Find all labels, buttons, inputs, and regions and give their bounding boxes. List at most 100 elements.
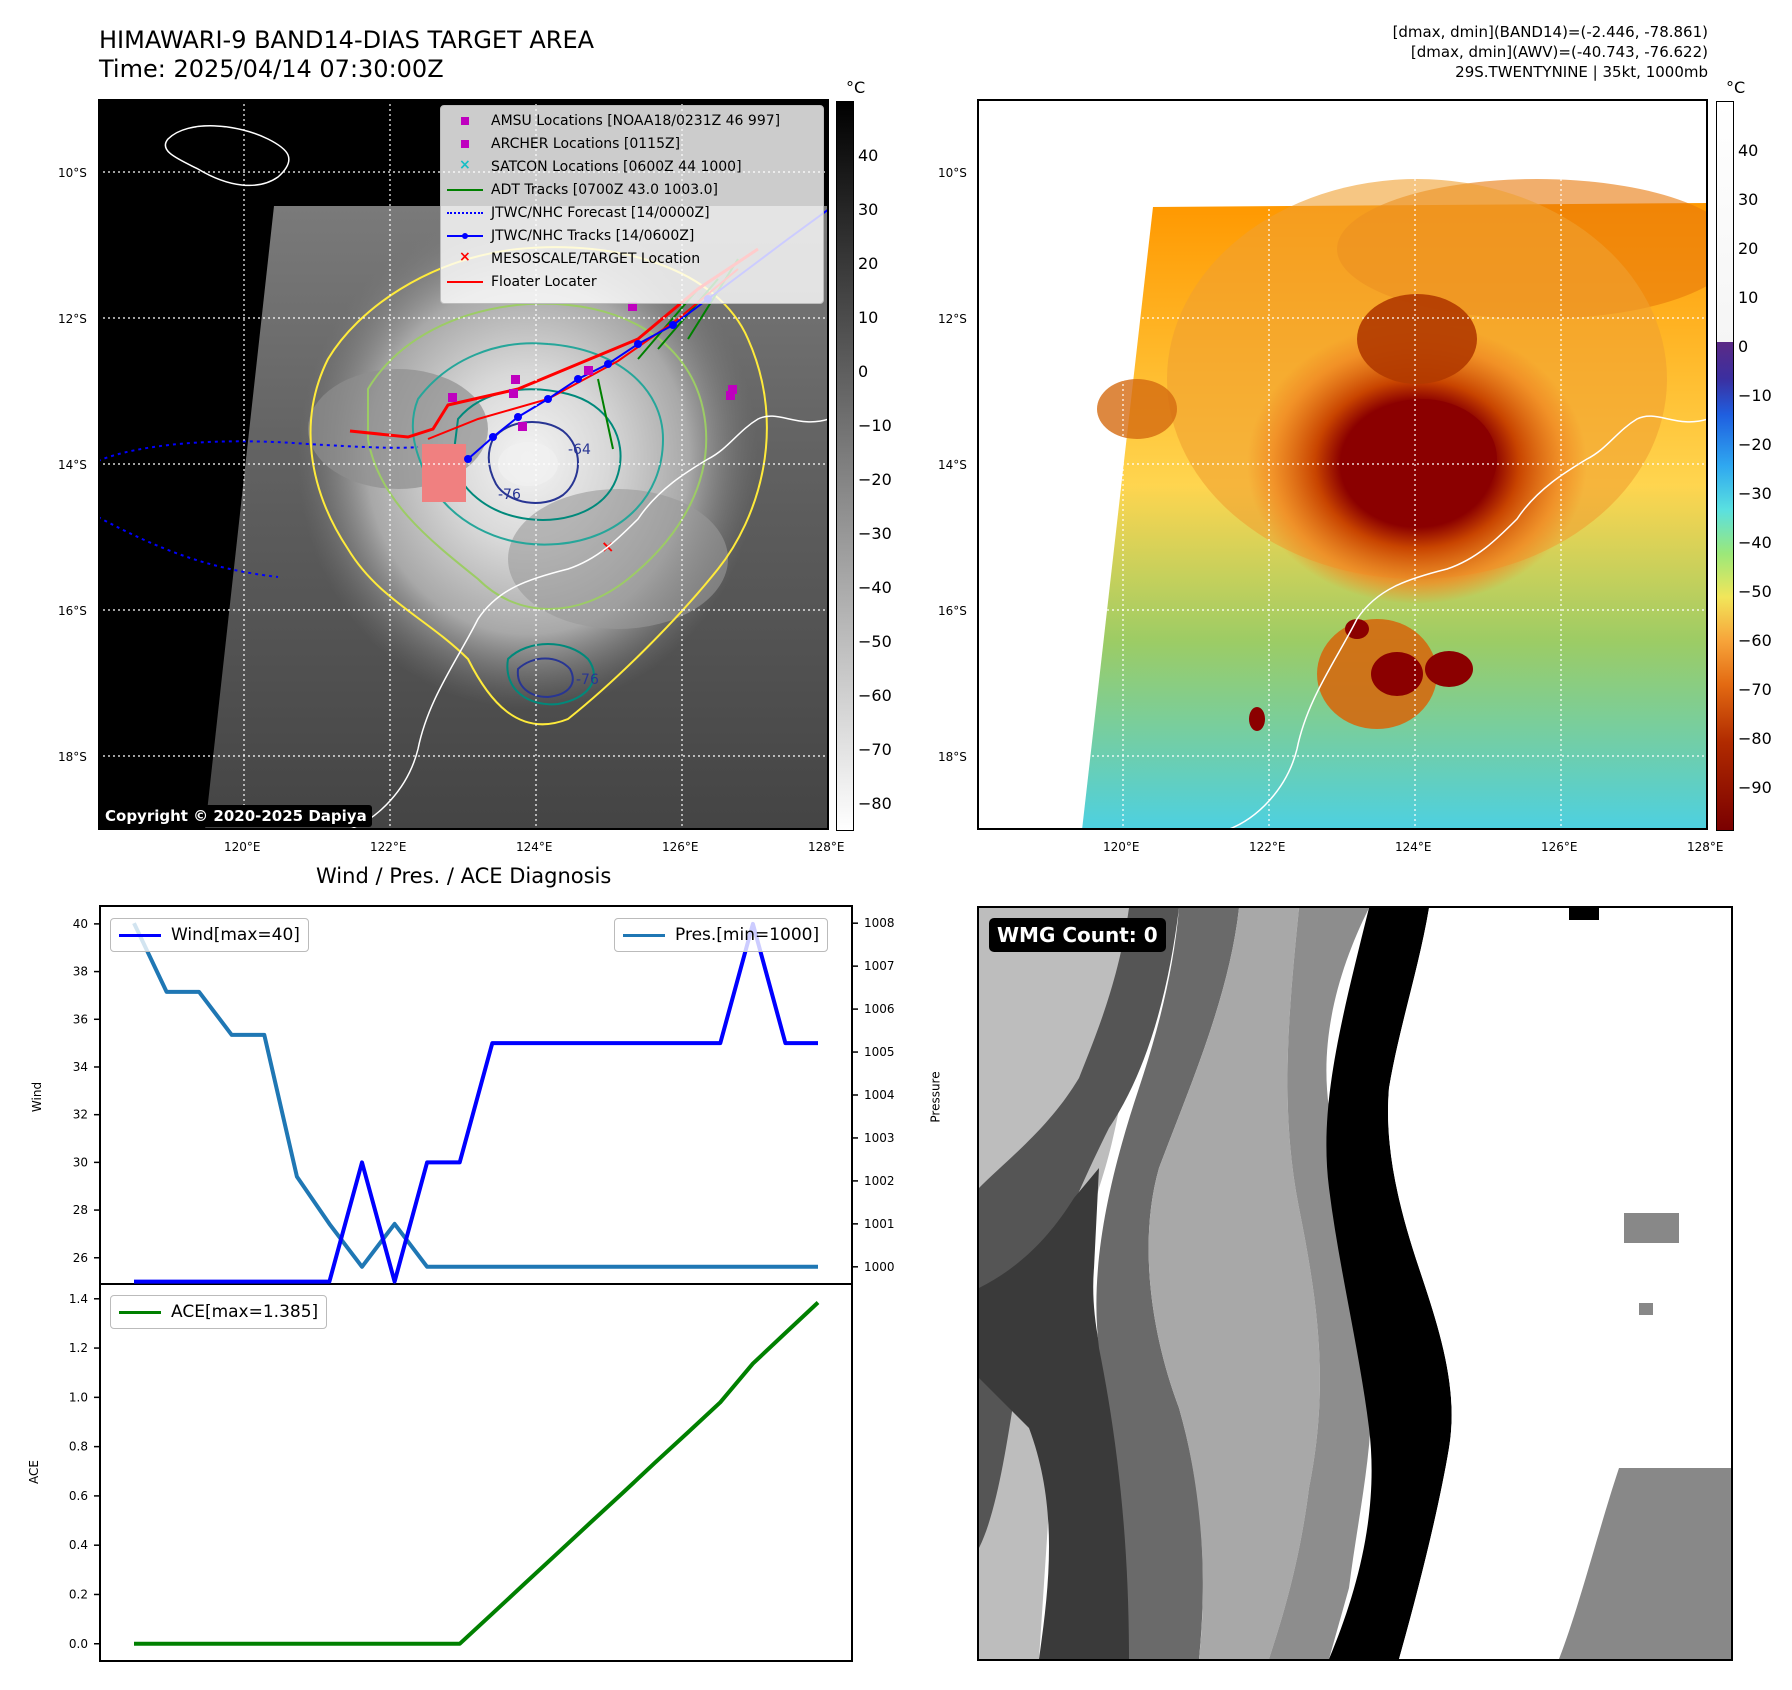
legend-forecast: JTWC/NHC Forecast [14/0000Z]	[441, 201, 823, 224]
lat-label: 18°S	[58, 750, 87, 764]
ace-tick-label: 0.2	[69, 1587, 88, 1601]
wind-pressure-frame	[99, 905, 853, 1285]
lat-label: 14°S	[938, 458, 967, 472]
pressure-tick-label: 1006	[864, 1002, 895, 1016]
lon-label: 126°E	[662, 840, 699, 854]
colorbar-grayscale	[836, 101, 854, 831]
ace-axis-label: ACE	[26, 1460, 41, 1484]
ace-tick-label: 0.8	[69, 1440, 88, 1454]
diagnosis-title: Wind / Pres. / ACE Diagnosis	[316, 864, 612, 888]
line-icon	[119, 1310, 161, 1314]
line-icon	[119, 933, 161, 937]
legend-satcon: × SATCON Locations [0600Z 44 1000]	[441, 155, 823, 178]
lon-label: 124°E	[516, 840, 553, 854]
line-icon	[447, 275, 483, 289]
info-awv: [dmax, dmin](AWV)=(-40.743, -76.622)	[1410, 43, 1708, 61]
info-band14: [dmax, dmin](BAND14)=(-2.446, -78.861)	[1392, 23, 1708, 41]
pressure-tick-label: 1001	[864, 1217, 895, 1231]
lat-label: 10°S	[58, 166, 87, 180]
wind-tick-label: 30	[73, 1155, 88, 1169]
pressure-tick-label: 1008	[864, 916, 895, 930]
pressure-tick-label: 1000	[864, 1260, 895, 1274]
lon-label: 120°E	[1103, 840, 1140, 854]
wmg-image	[979, 908, 1731, 1659]
lat-label: 18°S	[938, 750, 967, 764]
wind-tick-label: 36	[73, 1012, 88, 1026]
pressure-series-line	[132, 922, 818, 1269]
square-icon	[447, 114, 483, 128]
pressure-tick-label: 1007	[864, 959, 895, 973]
line-dot-icon	[447, 229, 483, 243]
pressure-tick-label: 1004	[864, 1088, 895, 1102]
wind-tick-label: 28	[73, 1203, 88, 1217]
wmg-cold-band	[1326, 908, 1452, 1659]
wind-tick-label: 38	[73, 965, 88, 979]
lon-label: 124°E	[1395, 840, 1432, 854]
colorbar-awv	[1716, 101, 1734, 831]
lat-label: 12°S	[938, 312, 967, 326]
wind-tick-label: 40	[73, 917, 88, 931]
copyright-badge: Copyright © 2020-2025 Dapiya	[100, 805, 372, 827]
square-icon	[447, 137, 483, 151]
lon-label: 122°E	[1249, 840, 1286, 854]
floater-box	[422, 444, 466, 502]
wind-tick-label: 26	[73, 1251, 88, 1265]
pressure-tick-label: 1002	[864, 1174, 895, 1188]
figure-title: HIMAWARI-9 BAND14-DIAS TARGET AREA Time:…	[99, 26, 594, 84]
pressure-tick-label: 1003	[864, 1131, 895, 1145]
ace-series-line	[134, 1301, 820, 1646]
wind-legend: Wind[max=40]	[110, 918, 309, 952]
coastline	[164, 125, 290, 187]
ace-tick-label: 1.4	[69, 1292, 88, 1306]
awv-map-panel	[977, 99, 1708, 830]
amsu-locations	[448, 302, 737, 431]
legend-archer: ARCHER Locations [0115Z]	[441, 132, 823, 155]
lat-label: 12°S	[58, 312, 87, 326]
pressure-tick-label: 1005	[864, 1045, 895, 1059]
wind-tick-label: 34	[73, 1060, 88, 1074]
ace-tick-label: 0.6	[69, 1489, 88, 1503]
lon-label: 128°E	[808, 840, 845, 854]
lat-label: 14°S	[58, 458, 87, 472]
wind-axis-label: Wind	[30, 1081, 45, 1113]
dotted-line-icon	[447, 206, 483, 220]
contour-label-1: -76	[498, 487, 521, 503]
ace-tick-label: 1.2	[69, 1341, 88, 1355]
wind-tick-label: 32	[73, 1108, 88, 1122]
ace-tick-label: 0.0	[69, 1637, 88, 1651]
line-icon	[447, 183, 483, 197]
ace-frame	[99, 1283, 853, 1662]
lon-label: 128°E	[1687, 840, 1724, 854]
awv-map	[977, 99, 1708, 830]
cross-icon: ×	[459, 156, 471, 173]
wind-series-line	[134, 921, 818, 1284]
pressure-legend: Pres.[min=1000]	[614, 918, 829, 952]
legend-jtwc-tracks: JTWC/NHC Tracks [14/0600Z]	[441, 224, 823, 247]
legend-target: × MESOSCALE/TARGET Location	[441, 247, 823, 270]
contour-label-2: -64	[568, 442, 591, 458]
wmg-count-badge: WMG Count: 0	[989, 918, 1166, 952]
lon-label: 122°E	[370, 840, 407, 854]
storm-info: [dmax, dmin](BAND14)=(-2.446, -78.861) […	[1393, 22, 1708, 82]
legend-floater: Floater Locater	[441, 270, 823, 293]
lon-label: 126°E	[1541, 840, 1578, 854]
cross-icon: ×	[459, 248, 471, 265]
contour-label-3: -76	[576, 672, 599, 688]
colorbar1-unit: °C	[846, 78, 866, 97]
map-legend: AMSU Locations [NOAA18/0231Z 46 997] ARC…	[440, 105, 824, 304]
info-storm: 29S.TWENTYNINE | 35kt, 1000mb	[1455, 63, 1708, 81]
ace-tick-label: 0.4	[69, 1538, 88, 1552]
legend-adt: ADT Tracks [0700Z 43.0 1003.0]	[441, 178, 823, 201]
legend-amsu: AMSU Locations [NOAA18/0231Z 46 997]	[441, 109, 823, 132]
band14-map-panel: -76 -64 -76 ×	[98, 99, 829, 830]
title-line-2: Time: 2025/04/14 07:30:00Z	[99, 55, 444, 83]
colorbar2-unit: °C	[1726, 78, 1746, 97]
ace-tick-label: 1.0	[69, 1390, 88, 1404]
lat-label: 16°S	[58, 604, 87, 618]
title-line-1: HIMAWARI-9 BAND14-DIAS TARGET AREA	[99, 26, 595, 54]
ace-legend: ACE[max=1.385]	[110, 1295, 328, 1329]
lat-label: 16°S	[938, 604, 967, 618]
lon-label: 120°E	[224, 840, 261, 854]
lat-label: 10°S	[938, 166, 967, 180]
pressure-axis-label: Pressure	[928, 1071, 943, 1123]
